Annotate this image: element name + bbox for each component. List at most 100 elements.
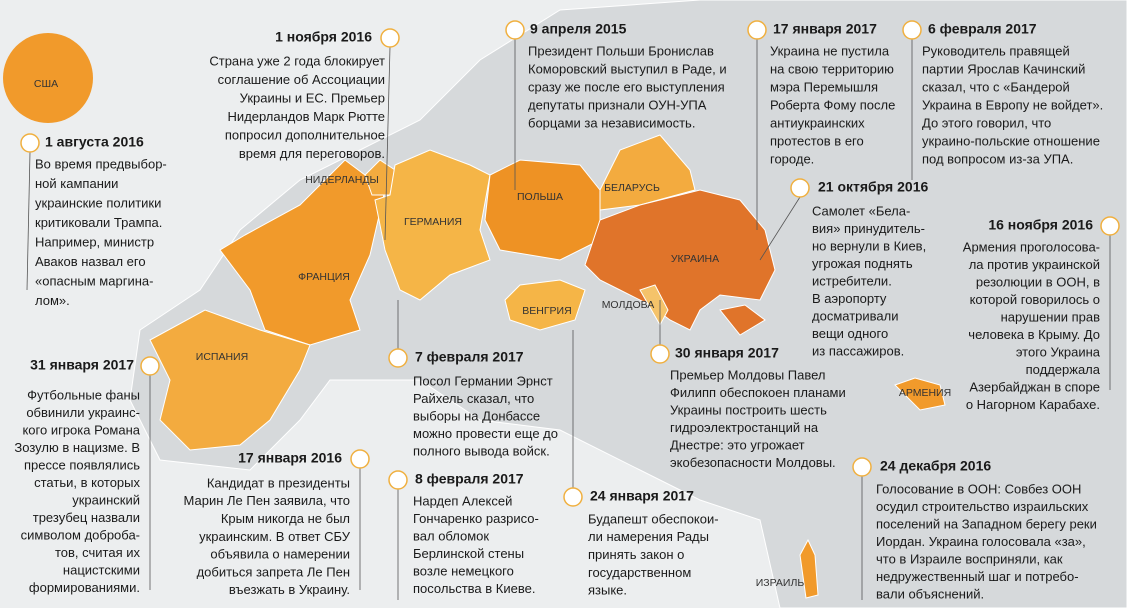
event-text: статьи, в которых	[34, 475, 140, 490]
country-labels: НИДЕРЛАНДЫ ГЕРМАНИЯ ПОЛЬША БЕЛАРУСЬ УКРАИНА Ф…	[196, 174, 951, 589]
event-text: нацистскими	[63, 562, 140, 577]
event: 24 января 2017 Будапешт обеспокои-ли наме…	[563, 330, 719, 598]
event-text: время для переговоров.	[239, 146, 385, 161]
usa-circle	[3, 33, 93, 123]
poland	[484, 159, 601, 261]
country-label: ВЕНГРИЯ	[522, 305, 571, 317]
event-text: В аэропорту	[812, 291, 887, 306]
event: 7 февраля 2017 Посол Германии Эрнст Райхел…	[388, 300, 558, 458]
event-marker	[650, 344, 670, 364]
event-date: 7 февраля 2017	[415, 349, 524, 365]
ukraine	[584, 189, 776, 331]
event-text: ла против украинской	[969, 257, 1100, 272]
event-text: Например, министр	[35, 234, 154, 249]
event-date: 9 апреля 2015	[530, 21, 627, 37]
event-text: Кандидат в президенты	[207, 475, 350, 490]
event-date: 31 января 2017	[30, 357, 134, 373]
event-text: выборы на Донбассе	[413, 408, 540, 423]
event-text: о Нагорном Карабахе.	[966, 397, 1100, 412]
event: 1 августа 2016 Во время предвыбор-ной кам…	[20, 133, 167, 308]
event-text: гидроэлектростанций на	[670, 420, 819, 435]
event-marker	[1100, 216, 1120, 236]
event-text: этого Украина	[1016, 344, 1101, 359]
event-text: досматривали	[812, 308, 898, 323]
event-date: 21 октября 2016	[818, 179, 928, 195]
event-text: борцами за независимость.	[528, 115, 695, 130]
event-text: Берлинской стены	[413, 546, 524, 561]
event-date: 8 февраля 2017	[415, 471, 524, 487]
event-text: До этого говорил, что	[922, 115, 1051, 130]
event-text: Страна уже 2 года блокирует	[209, 53, 385, 68]
event-text: «опасным маргина-	[35, 273, 153, 288]
event: 30 января 2017 Премьер Молдовы Павел Филип…	[650, 300, 846, 470]
event-text: украинским. В ответ СБУ	[199, 529, 351, 544]
event: 21 октября 2016 Самолет «Бела-вия» принуд…	[759, 178, 928, 358]
event: 6 февраля 2017 Руководитель правящей парти…	[902, 20, 1103, 180]
country-label: НИДЕРЛАНДЫ	[305, 174, 379, 186]
event-marker	[20, 133, 40, 153]
event-text: критиковали Трампа.	[35, 215, 162, 230]
event-text: Филипп обеспокоен планами	[670, 385, 846, 400]
event-text: антиукраинских	[770, 115, 865, 130]
event-text: посольства в Киеве.	[413, 581, 535, 596]
event-text: трезубец назвали	[33, 510, 140, 525]
event-text: Крым никогда не был	[221, 511, 350, 526]
event-text: нарушении прав	[1001, 309, 1100, 324]
event-text: возле немецкого	[413, 563, 514, 578]
event-text: ной кампании	[35, 176, 118, 191]
event-text: украинские политики	[35, 195, 161, 210]
event-text: ли намерения Рады	[588, 529, 709, 544]
armenia	[894, 377, 946, 411]
belarus	[599, 134, 696, 211]
event-text: поселений на Западном берегу реки	[876, 516, 1097, 531]
country-label: США	[34, 78, 58, 90]
event-marker	[902, 20, 922, 40]
event: 9 апреля 2015 Президент Польши Бронислав К…	[505, 20, 727, 190]
event-text: соглашение об Ассоциации	[218, 72, 385, 87]
event-text: Во время предвыбор-	[35, 156, 167, 171]
event: 1 ноября 2016 Страна уже 2 года блокирует…	[209, 28, 400, 241]
event-text: Аваков назвал его	[35, 254, 146, 269]
event-text: въезжать в Украину.	[229, 582, 350, 597]
event-text: обвинили украинс-	[26, 405, 140, 420]
event-text: Украина не пустила	[770, 43, 890, 58]
event-text: украино-польские отношение	[922, 133, 1100, 148]
event-text: лом».	[35, 293, 70, 308]
event-text: городе.	[770, 151, 814, 166]
france	[219, 159, 386, 346]
event-marker	[563, 487, 583, 507]
event-text: Гончаренко разрисо-	[413, 511, 539, 526]
event-text: Украина в Европу не войдет».	[922, 97, 1103, 112]
events: 1 августа 2016 Во время предвыбор-ной кам…	[14, 20, 1120, 601]
country-label: АРМЕНИЯ	[899, 387, 951, 399]
event-text: Нардеп Алексей	[413, 493, 512, 508]
event-text: Президент Польши Бронислав	[528, 43, 714, 58]
event-text: государственном	[588, 565, 691, 580]
country-label: УКРАИНА	[671, 253, 719, 265]
event-text: добиться запрета Ле Пен	[197, 564, 350, 579]
event-text: истребители.	[812, 273, 892, 288]
event-text: Коморовский выступил в Раде, и	[528, 61, 727, 76]
event: 17 января 2016 Кандидат в президенты Марин…	[184, 449, 370, 597]
event-marker	[380, 28, 400, 48]
event-date: 1 августа 2016	[45, 134, 144, 150]
event-text: протестов в его	[770, 133, 864, 148]
event-text: осудил строительство израильских	[876, 499, 1089, 514]
israel	[799, 538, 819, 599]
event-marker	[747, 20, 767, 40]
event-text: экобезопасности Молдовы.	[670, 455, 836, 470]
event-text: сразу же после его выступления	[528, 79, 725, 94]
event-text: Нидерландов Марк Рютте	[228, 109, 385, 124]
event-text: Азербайджан в споре	[969, 379, 1100, 394]
event-text: Посол Германии Эрнст	[413, 373, 553, 388]
country-label: ГЕРМАНИЯ	[404, 216, 462, 228]
event-marker	[852, 457, 872, 477]
event-text: вали объяснений.	[876, 586, 984, 601]
event-text: мэра Перемышля	[770, 79, 878, 94]
event-marker	[388, 470, 408, 490]
countries: США	[3, 33, 946, 599]
event-text: партии Ярослав Качинский	[922, 61, 1085, 76]
event-date: 24 января 2017	[590, 488, 694, 504]
event-text: Иордан. Украина голосовала «за»,	[876, 534, 1086, 549]
event-marker	[790, 178, 810, 198]
